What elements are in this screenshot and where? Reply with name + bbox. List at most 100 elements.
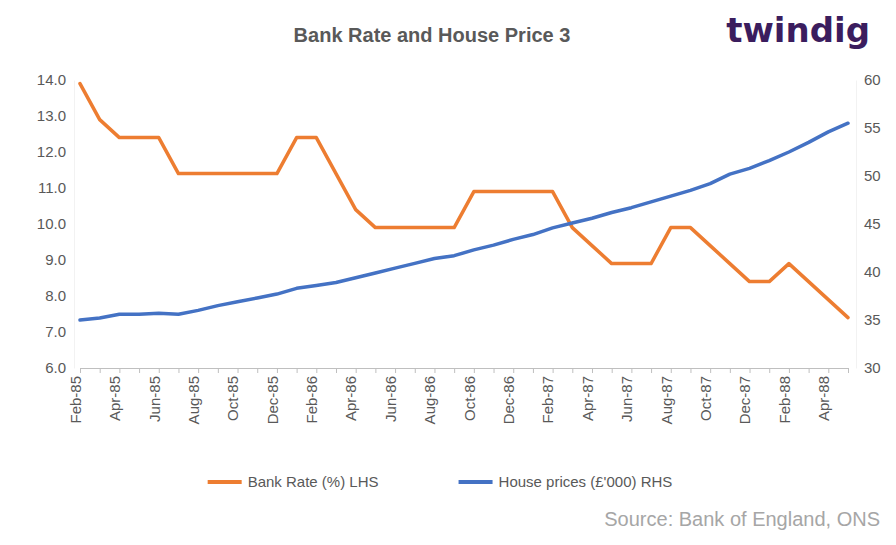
tick-mark — [533, 368, 534, 373]
tick — [809, 368, 810, 373]
tick — [375, 368, 376, 373]
tick: Apr-88 — [815, 368, 832, 421]
tick — [651, 368, 652, 373]
tick-mark — [434, 368, 435, 373]
tick-mark — [454, 368, 455, 373]
y-axis: 6.0 7.0 8.0 9.0 10.0 11.0 12.0 13.0 14.0 — [37, 71, 75, 376]
tick: 14.0 — [37, 71, 74, 88]
tick-mark — [750, 368, 751, 373]
tick — [769, 368, 770, 373]
logo: twindig — [726, 10, 870, 50]
legend-label: House prices (£'000) RHS — [499, 473, 673, 490]
tick-label: Jun-86 — [382, 376, 399, 422]
tick-mark — [375, 368, 376, 373]
tick-mark — [100, 368, 101, 373]
legend-swatch — [208, 480, 242, 484]
tick-mark — [671, 368, 672, 373]
tick — [100, 368, 101, 373]
tick: Feb-88 — [776, 368, 793, 424]
tick — [612, 368, 613, 373]
tick: Jun-85 — [146, 368, 163, 422]
legend-swatch — [459, 480, 493, 484]
tick-mark — [789, 368, 790, 373]
tick — [139, 368, 140, 373]
tick-mark — [553, 368, 554, 373]
tick-label: Feb-87 — [539, 376, 556, 424]
tick: 10.0 — [37, 215, 74, 232]
tick-mark — [218, 368, 219, 373]
tick: 45 — [856, 215, 881, 232]
tick: Oct-87 — [697, 368, 714, 421]
tick-label: 13.0 — [37, 107, 66, 124]
tick: Feb-86 — [303, 368, 320, 424]
tick-mark — [494, 368, 495, 373]
title: Bank Rate and House Price 3 — [294, 24, 571, 46]
tick: 13.0 — [37, 107, 74, 124]
tick-mark — [730, 368, 731, 373]
tick-label: Oct-87 — [697, 376, 714, 421]
tick-mark — [356, 368, 357, 373]
tick — [494, 368, 495, 373]
tick-mark — [631, 368, 632, 373]
tick-mark — [238, 368, 239, 373]
chart: Bank Rate and House Price 3 twindig 6.0 7.0… — [0, 0, 896, 545]
tick: 50 — [856, 167, 881, 184]
tick: 30 — [856, 359, 881, 376]
tick-label: 6.0 — [45, 359, 66, 376]
tick-mark — [297, 368, 298, 373]
tick: 40 — [856, 263, 881, 280]
tick-label: 7.0 — [45, 323, 66, 340]
tick — [848, 368, 849, 373]
tick-label: Apr-86 — [342, 376, 359, 421]
tick-mark — [809, 368, 810, 373]
tick-mark — [415, 368, 416, 373]
tick: Aug-87 — [658, 368, 675, 424]
tick — [257, 368, 258, 373]
legend-item: House prices (£'000) RHS — [459, 473, 673, 490]
tick: 7.0 — [45, 323, 74, 340]
tick: 60 — [856, 71, 881, 88]
tick: 12.0 — [37, 143, 74, 160]
tick-label: Feb-88 — [776, 376, 793, 424]
tick-mark — [395, 368, 396, 373]
tick: 9.0 — [45, 251, 74, 268]
tick-label: Apr-87 — [579, 376, 596, 421]
tick: Dec-86 — [500, 368, 517, 424]
tick-label: Oct-85 — [224, 376, 241, 421]
tick-label: Dec-87 — [736, 376, 753, 424]
tick-label: 35 — [864, 311, 881, 328]
tick-mark — [198, 368, 199, 373]
tick-label: 9.0 — [45, 251, 66, 268]
tick — [690, 368, 691, 373]
tick-mark — [690, 368, 691, 373]
tick-label: 50 — [864, 167, 881, 184]
tick: Dec-87 — [736, 368, 753, 424]
tick-mark — [257, 368, 258, 373]
tick-label: Aug-85 — [185, 376, 202, 424]
tick: Feb-87 — [539, 368, 556, 424]
tick-label: 14.0 — [37, 71, 66, 88]
tick-label: Aug-87 — [658, 376, 675, 424]
tick-mark — [651, 368, 652, 373]
tick — [297, 368, 298, 373]
tick: 55 — [856, 119, 881, 136]
tick: 8.0 — [45, 287, 74, 304]
tick-label: 8.0 — [45, 287, 66, 304]
tick-label: Feb-86 — [303, 376, 320, 424]
tick-mark — [336, 368, 337, 373]
tick-label: Feb-85 — [67, 376, 84, 424]
tick: 11.0 — [38, 179, 74, 196]
x-axis: Feb-85Apr-85Jun-85Aug-85Oct-85Dec-85Feb-… — [67, 368, 849, 424]
tick — [218, 368, 219, 373]
tick — [415, 368, 416, 373]
plot-area — [80, 84, 848, 320]
legend-item: Bank Rate (%) LHS — [208, 473, 379, 490]
tick-mark — [592, 368, 593, 373]
legend: Bank Rate (%) LHS House prices (£'000) RH… — [208, 473, 673, 490]
line — [80, 123, 848, 320]
tick-label: 55 — [864, 119, 881, 136]
y2-axis: 30 35 40 45 50 55 60 — [856, 71, 881, 376]
tick-mark — [178, 368, 179, 373]
axis-line — [81, 368, 849, 369]
tick — [572, 368, 573, 373]
